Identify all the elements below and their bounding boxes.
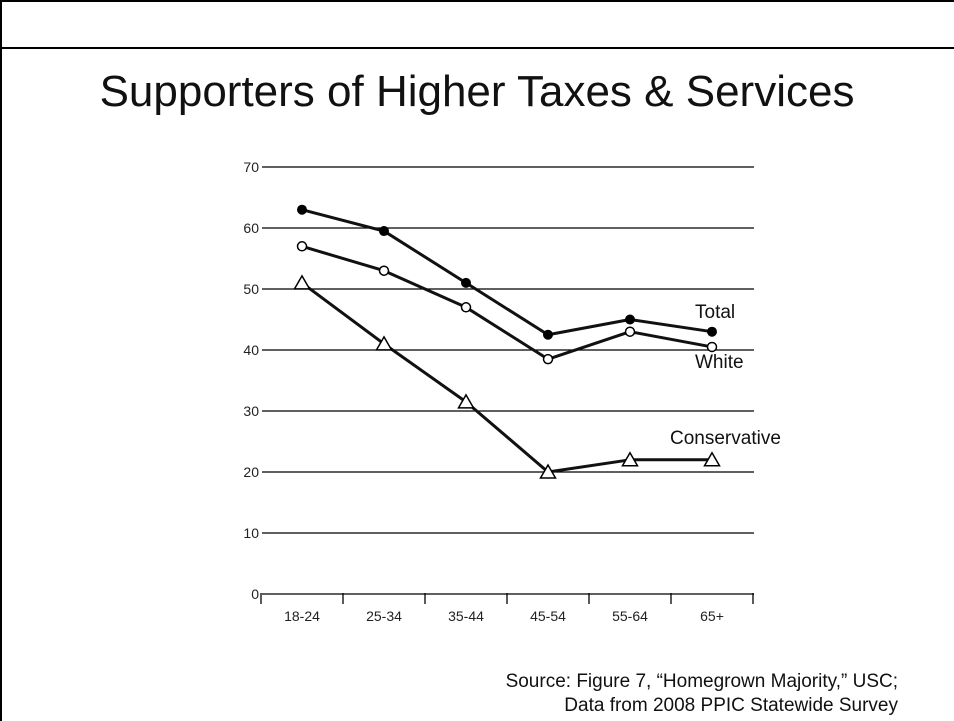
- data-point-conservative: [293, 274, 311, 290]
- source-note: Source: Figure 7, “Homegrown Majority,” …: [506, 670, 898, 718]
- y-tick-label: 0: [251, 586, 259, 602]
- x-tick-label: 65+: [700, 608, 724, 624]
- x-tick-label: 45-54: [530, 608, 566, 624]
- data-point-white: [460, 302, 472, 313]
- data-point-white: [542, 353, 554, 365]
- x-tick-label: 25-34: [366, 608, 402, 624]
- series: [293, 204, 721, 479]
- data-point-white: [296, 241, 308, 252]
- y-tick-label: 60: [243, 220, 259, 236]
- y-tick-label: 70: [243, 159, 259, 175]
- data-point-total: [707, 326, 717, 337]
- x-tick-label: 18-24: [284, 608, 320, 624]
- series-label-white: White: [695, 352, 744, 373]
- y-tick-label: 10: [243, 525, 259, 541]
- y-tick-labels: 0 10 20 30 40 50 60 70: [243, 159, 259, 602]
- data-point-white: [378, 265, 390, 276]
- data-point-total: [379, 226, 389, 237]
- data-point-conservative: [703, 451, 721, 467]
- x-tick-label: 35-44: [448, 608, 484, 624]
- axes: [260, 593, 754, 604]
- series-labels: Total White Conservative: [670, 302, 781, 449]
- series-line-white: [301, 244, 713, 361]
- y-tick-label: 40: [243, 342, 259, 358]
- series-line-conservative: [301, 281, 712, 474]
- data-point-conservative: [375, 335, 393, 351]
- data-point-white: [706, 341, 718, 353]
- gridlines: [262, 166, 754, 534]
- data-point-white: [624, 326, 636, 337]
- y-tick-label: 50: [243, 281, 259, 297]
- series-line-total: [301, 208, 713, 337]
- data-point-conservative: [457, 393, 475, 409]
- data-point-total: [297, 204, 307, 215]
- source-line-1: Source: Figure 7, “Homegrown Majority,” …: [505, 671, 898, 692]
- data-point-conservative: [621, 451, 639, 467]
- x-tick-labels: 18-24 25-34 35-44 45-54 55-64 65+: [284, 608, 724, 624]
- data-point-total: [543, 329, 553, 340]
- series-label-total: Total: [695, 302, 735, 323]
- slide-title: Supporters of Higher Taxes & Services: [99, 67, 855, 116]
- header-divider: [0, 47, 954, 49]
- source-line-2: Data from 2008 PPIC Statewide Survey: [564, 695, 898, 716]
- data-point-total: [625, 314, 635, 325]
- y-tick-label: 20: [243, 464, 259, 480]
- x-tick-label: 55-64: [612, 608, 648, 624]
- series-label-conservative: Conservative: [670, 428, 781, 449]
- data-point-conservative: [539, 463, 557, 479]
- y-tick-label: 30: [243, 403, 259, 419]
- data-point-total: [461, 277, 471, 288]
